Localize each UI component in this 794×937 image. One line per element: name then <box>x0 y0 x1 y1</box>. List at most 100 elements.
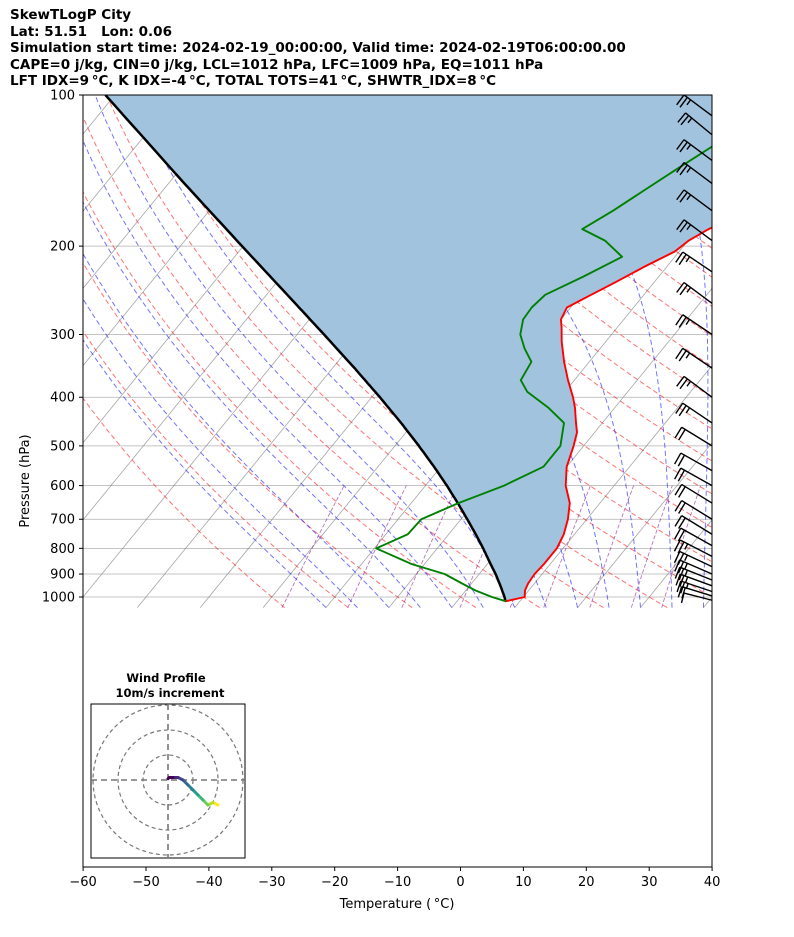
mixing-ratio-line <box>589 485 635 608</box>
barb-flag <box>677 454 686 467</box>
y-tick-label: 100 <box>50 89 75 104</box>
barb-shaft <box>681 499 713 520</box>
barb-flag <box>679 191 688 203</box>
moist-adiabat <box>83 252 390 608</box>
barb-half-flag <box>686 224 692 231</box>
barb-flag <box>676 94 685 106</box>
x-tick-label: −60 <box>69 875 96 890</box>
mixing-ratio-line <box>347 485 407 608</box>
barb-flag <box>676 139 685 150</box>
barb-half-flag <box>684 543 689 550</box>
chart-title: SkewTLogP City <box>10 7 132 23</box>
barb-flag <box>679 141 688 153</box>
y-tick-label: 200 <box>50 240 75 255</box>
dry-adiabat <box>83 190 477 609</box>
barb-flag <box>674 515 683 527</box>
isotherm-line <box>640 519 712 608</box>
barb-shaft <box>683 162 713 184</box>
wind-barb <box>674 426 713 447</box>
x-axis-label: Temperature ( °C) <box>339 897 455 912</box>
barb-flag <box>674 426 683 439</box>
barb-flag <box>678 350 687 362</box>
barb-flag <box>674 452 682 465</box>
barb-shaft <box>681 515 713 535</box>
hodograph-title: Wind Profile <box>126 671 206 685</box>
x-tick-label: 30 <box>641 875 658 890</box>
barb-shaft <box>683 94 713 117</box>
barb-flag <box>676 219 685 231</box>
moist-adiabat <box>83 139 453 608</box>
x-tick-label: 0 <box>456 875 464 890</box>
barb-half-flag <box>685 319 691 325</box>
wind-barb <box>674 467 713 487</box>
dry-adiabat <box>83 330 349 609</box>
barb-flag <box>675 251 684 263</box>
barb-flag <box>681 587 686 599</box>
barb-half-flag <box>684 563 688 570</box>
barb-flag <box>680 115 690 126</box>
isotherm-line <box>766 95 794 608</box>
barb-flag <box>675 314 684 326</box>
barb-flag <box>673 551 681 564</box>
wind-barb <box>677 112 713 136</box>
barb-shaft <box>679 566 713 581</box>
barb-flag <box>679 575 685 588</box>
barb-half-flag <box>685 407 691 414</box>
barb-flag <box>675 573 681 586</box>
barb-flag <box>677 552 685 565</box>
barb-shaft <box>681 426 713 447</box>
barb-half-flag <box>687 117 693 124</box>
wind-barb <box>676 375 713 398</box>
barb-flag <box>677 112 687 123</box>
barb-flag <box>675 402 684 414</box>
y-tick-label: 600 <box>50 479 75 494</box>
y-tick-label: 300 <box>50 328 75 343</box>
barb-half-flag <box>685 583 689 590</box>
barb-half-flag <box>685 256 691 263</box>
barb-flag <box>676 376 685 387</box>
barb-flag <box>677 469 686 482</box>
x-tick-label: 40 <box>704 875 721 890</box>
barb-flag <box>674 484 683 496</box>
wind-barb <box>675 251 713 273</box>
y-tick-label: 800 <box>50 542 75 557</box>
isotherm-line <box>577 442 712 608</box>
isotherm-line <box>514 364 712 608</box>
barb-shaft <box>685 112 713 136</box>
wind-barb <box>676 139 713 161</box>
barb-flag <box>675 347 684 360</box>
wind-barb <box>676 162 713 184</box>
barb-shaft <box>683 139 713 161</box>
barb-flag <box>679 97 688 108</box>
x-tick-label: −30 <box>258 875 285 890</box>
barb-half-flag <box>686 167 692 173</box>
x-tick-label: −10 <box>384 875 411 890</box>
mixing-ratio-line <box>543 485 591 608</box>
y-axis-label: Pressure (hPa) <box>18 434 33 527</box>
location-line: Lat: 51.51 Lon: 0.06 <box>10 23 172 40</box>
dry-adiabat <box>83 115 540 609</box>
barb-half-flag <box>686 286 692 293</box>
moist-adiabat <box>83 338 327 608</box>
barb-flag <box>677 561 685 574</box>
barb-flag <box>676 580 682 593</box>
barb-shaft <box>682 347 713 369</box>
barb-flag <box>679 164 688 176</box>
hodograph-plot <box>91 704 245 858</box>
dry-adiabat <box>269 95 712 495</box>
moist-adiabat <box>514 95 673 608</box>
barb-shaft <box>682 402 713 424</box>
index-line: LFT IDX=9 °C, K IDX=-4 °C, TOTAL TOTS=41… <box>10 73 496 89</box>
wind-barbs <box>673 94 713 604</box>
isotherm-line <box>83 95 179 212</box>
temperature-line <box>505 226 712 603</box>
moist-adiabat <box>94 95 484 608</box>
barb-shaft <box>683 375 713 398</box>
barb-flag <box>678 253 687 266</box>
wind-barb <box>674 452 713 472</box>
wind-barb <box>676 94 713 117</box>
barb-flag <box>678 486 686 498</box>
dry-adiabat <box>106 95 604 609</box>
barb-half-flag <box>686 99 692 106</box>
